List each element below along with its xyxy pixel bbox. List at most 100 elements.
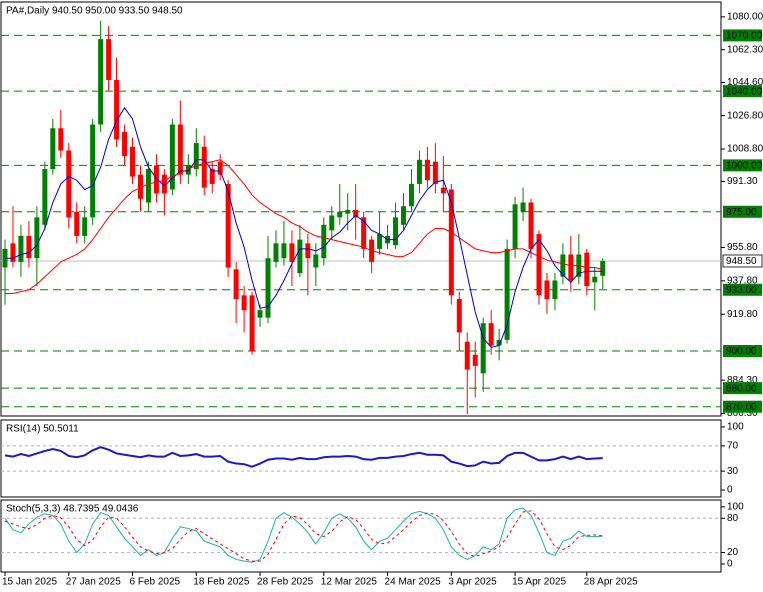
candle-body: [568, 254, 574, 281]
candle-body: [448, 189, 454, 296]
x-tick-label: 15 Apr 2025: [512, 577, 566, 588]
level-label: 1070.00: [726, 31, 763, 42]
y-tick-label: 20: [727, 547, 739, 558]
level-label-box: [723, 382, 762, 395]
level-label: 900.00: [726, 346, 757, 357]
candle-body: [345, 209, 351, 214]
level-label-box: [723, 29, 762, 42]
candle-body: [321, 224, 327, 259]
candle-body: [225, 183, 231, 268]
level-label: 1040.00: [726, 86, 763, 97]
candle-body: [257, 310, 263, 318]
x-tick-label: 6 Feb 2025: [130, 577, 181, 588]
candle-body: [18, 235, 24, 262]
candle-body: [201, 146, 207, 188]
candle-body: [393, 217, 399, 246]
candle-body: [353, 209, 359, 218]
level-label: 975.00: [726, 207, 757, 218]
candle-body: [472, 354, 478, 366]
y-tick-label: 1044.60: [727, 77, 763, 88]
x-tick-label: 24 Mar 2025: [385, 577, 442, 588]
y-tick-label: 100: [727, 422, 744, 433]
y-tick-label: 80: [727, 513, 739, 524]
indicator-line: [4, 507, 603, 563]
y-tick-label: 991.30: [727, 176, 758, 187]
y-tick-label: 1080.00: [727, 11, 763, 22]
candle-body: [424, 159, 430, 181]
main-panel-frame: [0, 1, 722, 417]
y-tick-label: 70: [727, 441, 739, 452]
x-tick-label: 3 Apr 2025: [448, 577, 497, 588]
candle-body: [361, 217, 367, 249]
candle-body: [273, 243, 279, 262]
panel-title: Stoch(5,3,3) 48.7395 49.0436: [6, 504, 139, 515]
candle-body: [297, 239, 303, 274]
candle-body: [337, 211, 343, 218]
candle-body: [329, 215, 335, 231]
candle-body: [584, 252, 590, 287]
candle-body: [504, 248, 510, 340]
candle-body: [416, 159, 422, 184]
level-label: 880.00: [726, 383, 757, 394]
candle-body: [265, 258, 271, 318]
candle-body: [233, 269, 239, 300]
candle-body: [34, 217, 40, 259]
candle-body: [488, 323, 494, 346]
y-tick-label: 0: [727, 485, 733, 496]
y-tick-label: 884.30: [727, 375, 758, 386]
level-label: 933.00: [726, 285, 757, 296]
y-tick-label: 0: [727, 559, 733, 570]
candle-body: [592, 276, 598, 283]
candle-body: [26, 235, 32, 259]
candle-body: [512, 204, 518, 249]
candle-body: [560, 254, 566, 277]
candle-body: [209, 169, 215, 184]
panel-title: PA#,Daily 940.50 950.00 933.50 948.50: [6, 6, 183, 17]
candle-body: [480, 323, 486, 374]
candle-body: [177, 124, 183, 175]
candle-body: [281, 243, 287, 259]
indicator-line: [5, 159, 603, 294]
candle-body: [137, 174, 143, 199]
candle-body: [401, 206, 406, 225]
candle-body: [130, 146, 136, 177]
level-label-box: [723, 159, 762, 172]
candle-body: [50, 128, 56, 170]
candle-body: [82, 217, 88, 236]
level-label: 870.00: [726, 402, 757, 413]
y-tick-label: 1026.80: [727, 110, 763, 121]
candle-body: [74, 211, 80, 236]
level-label-box: [723, 345, 762, 358]
candle-body: [114, 79, 120, 140]
x-tick-label: 28 Apr 2025: [584, 577, 638, 588]
candle-body: [456, 299, 462, 333]
candle-body: [520, 202, 526, 212]
y-tick-label: 100: [727, 501, 744, 512]
candle-body: [249, 295, 255, 352]
candle-body: [193, 143, 199, 170]
x-tick-label: 12 Mar 2025: [321, 577, 378, 588]
candle-body: [305, 243, 311, 259]
y-tick-label: 919.80: [727, 309, 758, 320]
y-tick-label: 1008.80: [727, 144, 763, 155]
y-tick-label: 866.30: [727, 408, 758, 419]
candle-body: [496, 339, 502, 346]
candle-body: [169, 124, 175, 190]
candle-body: [544, 280, 550, 300]
stoch-panel-frame: [0, 499, 722, 573]
candle-body: [377, 234, 383, 249]
candle-body: [42, 169, 48, 225]
candle-body: [122, 131, 128, 157]
candle-body: [90, 124, 96, 218]
candle-body: [408, 183, 414, 207]
candle-body: [241, 295, 247, 311]
level-label-box: [723, 85, 762, 98]
candle-body: [98, 39, 104, 125]
indicator-line: [4, 446, 603, 468]
candle-body: [58, 128, 64, 151]
x-tick-label: 27 Jan 2025: [66, 577, 121, 588]
candle-body: [161, 174, 167, 194]
indicator-line: [4, 510, 603, 562]
level-label-box: [723, 205, 762, 218]
